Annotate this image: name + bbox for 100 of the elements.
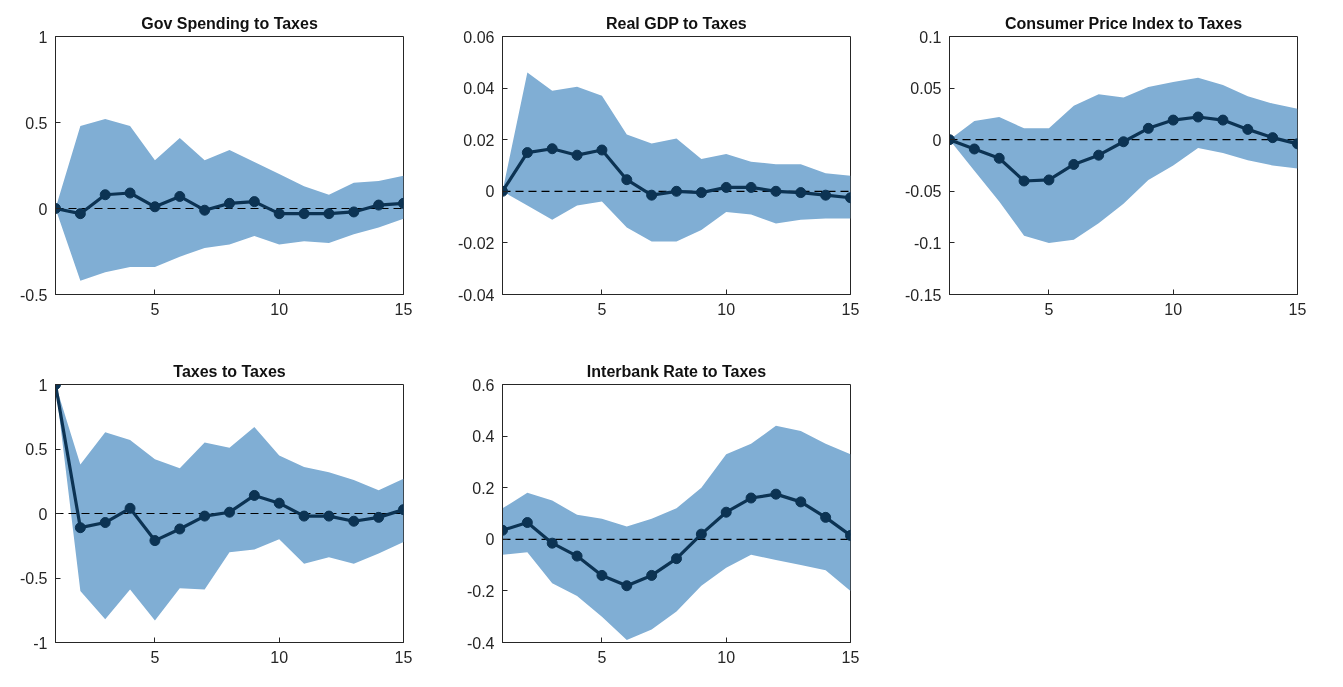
x-tick-label: 10	[717, 648, 736, 666]
y-tick-label: -0.2	[466, 582, 495, 600]
point	[596, 569, 608, 581]
point	[323, 208, 335, 220]
chart-title: Gov Spending to Taxes	[141, 14, 318, 32]
point	[720, 181, 732, 193]
point	[646, 569, 658, 581]
point	[174, 523, 186, 535]
y-tick-label: 0	[485, 183, 495, 201]
point	[373, 511, 385, 523]
point	[323, 510, 335, 522]
chart-title: Real GDP to Taxes	[605, 14, 747, 32]
y-tick-label: 0.2	[472, 479, 495, 497]
point	[1192, 111, 1204, 123]
x-tick-label: 15	[841, 648, 860, 666]
x-tick-label: 15	[1288, 300, 1307, 318]
point	[546, 143, 558, 155]
y-tick-label: 1	[38, 28, 48, 46]
point	[99, 517, 111, 529]
point	[1267, 132, 1279, 144]
point	[720, 506, 732, 518]
point	[770, 185, 782, 197]
point	[770, 488, 782, 500]
point	[621, 580, 633, 592]
point	[795, 187, 807, 199]
y-tick-label: -0.1	[913, 234, 942, 252]
chart-title: Taxes to Taxes	[173, 362, 286, 380]
point	[745, 492, 757, 504]
point	[199, 510, 211, 522]
point	[521, 517, 533, 529]
y-tick-label: 0.6	[472, 376, 495, 394]
chart-title: Interbank Rate to Taxes	[586, 362, 767, 380]
point	[298, 510, 310, 522]
y-tick-label: -0.5	[19, 286, 48, 304]
x-tick-label: 5	[1044, 300, 1054, 318]
point	[993, 152, 1005, 164]
x-tick-label: 15	[394, 300, 413, 318]
point	[621, 174, 633, 186]
y-tick-label: -0.02	[458, 234, 495, 252]
y-tick-label: 0.5	[25, 114, 48, 132]
x-tick-label: 10	[270, 648, 289, 666]
y-tick-label: -0.4	[466, 634, 495, 652]
point	[596, 144, 608, 156]
point	[124, 502, 136, 514]
point	[1118, 136, 1129, 148]
point	[348, 515, 360, 527]
point	[273, 497, 285, 509]
point	[99, 189, 111, 201]
y-tick-label: -0.05	[905, 183, 942, 201]
point	[1242, 123, 1254, 135]
point	[1217, 114, 1229, 126]
x-tick-label: 15	[841, 300, 860, 318]
point	[820, 189, 832, 201]
point	[1043, 174, 1055, 186]
y-tick-label: -0.04	[458, 286, 495, 304]
chart-title: Consumer Price Index to Taxes	[1004, 14, 1243, 32]
y-tick-label: -0.15	[905, 286, 942, 304]
point	[248, 489, 260, 501]
y-tick-label: 0	[38, 505, 48, 523]
y-tick-label: 1	[38, 376, 48, 394]
point	[1167, 114, 1179, 126]
x-tick-label: 15	[394, 648, 413, 666]
point	[1093, 149, 1105, 161]
y-tick-label: 0.06	[463, 28, 495, 46]
x-tick-label: 5	[150, 300, 160, 318]
y-tick-label: 0.5	[25, 441, 48, 458]
point	[298, 208, 310, 220]
x-tick-label: 5	[597, 300, 607, 318]
point	[745, 181, 757, 193]
point	[74, 522, 86, 534]
point	[671, 185, 682, 197]
point	[273, 208, 285, 220]
point	[373, 199, 385, 211]
point	[248, 196, 260, 208]
y-tick-label: 0	[38, 200, 48, 218]
point	[1068, 158, 1080, 170]
point	[521, 147, 533, 159]
point	[224, 506, 235, 518]
point	[1018, 175, 1030, 187]
y-tick-label: 0.04	[463, 80, 495, 98]
point	[546, 537, 558, 549]
y-tick-label: -0.5	[19, 570, 48, 587]
y-tick-label: 0	[932, 131, 942, 149]
point	[348, 206, 360, 218]
point	[795, 496, 807, 508]
point	[149, 535, 161, 547]
y-tick-label: -1	[33, 634, 48, 652]
point	[571, 550, 583, 562]
point	[695, 528, 707, 540]
x-tick-label: 10	[1164, 300, 1183, 318]
x-tick-label: 10	[270, 300, 289, 318]
y-tick-label: 0.1	[919, 28, 942, 46]
y-tick-label: 0.02	[463, 131, 495, 149]
point	[695, 187, 707, 199]
point	[820, 511, 832, 523]
y-tick-label: 0.4	[472, 428, 495, 446]
x-tick-label: 10	[717, 300, 736, 318]
y-tick-label: 0	[485, 531, 495, 549]
y-tick-label: 0.05	[910, 80, 942, 98]
point	[224, 197, 235, 209]
